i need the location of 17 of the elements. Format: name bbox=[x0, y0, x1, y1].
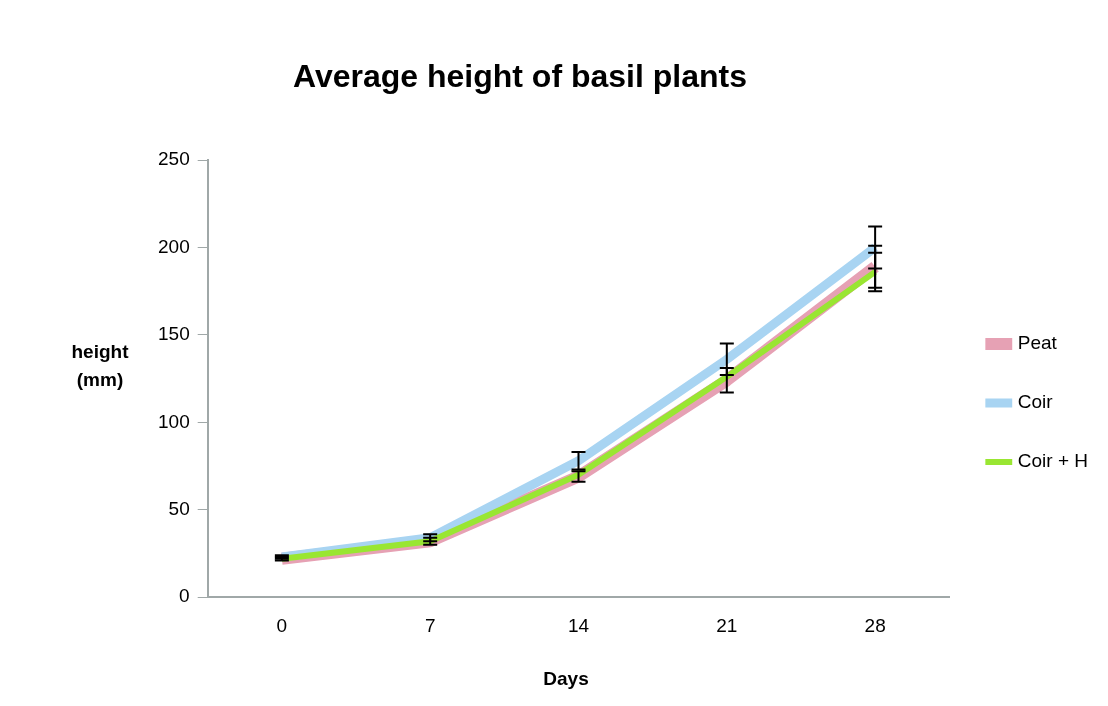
x-tick-label: 0 bbox=[276, 614, 288, 636]
legend-label: Peat bbox=[1017, 332, 1058, 354]
x-tick-label: 7 bbox=[424, 614, 436, 636]
legend-label: Coir bbox=[1017, 391, 1054, 413]
y-axis-title: height (mm) bbox=[70, 340, 130, 392]
legend-label: Coir + H bbox=[1017, 450, 1089, 472]
x-tick-label: 28 bbox=[864, 614, 886, 636]
x-tick-label: 14 bbox=[567, 614, 590, 636]
x-tick-label: 21 bbox=[716, 614, 738, 636]
y-tick-label: 100 bbox=[158, 410, 190, 432]
y-tick-label: 200 bbox=[158, 235, 190, 257]
chart-title: Average height of basil plants bbox=[292, 58, 748, 95]
y-tick-label: 150 bbox=[158, 323, 190, 345]
y-tick-label: 0 bbox=[179, 585, 190, 607]
x-axis-title: Days bbox=[542, 668, 590, 690]
y-tick-label: 50 bbox=[168, 497, 190, 519]
y-tick-label: 250 bbox=[158, 148, 190, 170]
